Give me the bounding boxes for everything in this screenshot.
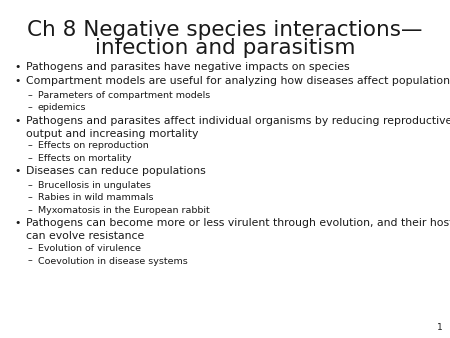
Text: Evolution of virulence: Evolution of virulence xyxy=(38,244,141,253)
Text: •: • xyxy=(15,116,21,126)
Text: –: – xyxy=(27,244,32,253)
Text: Compartment models are useful for analyzing how diseases affect populations: Compartment models are useful for analyz… xyxy=(26,76,450,87)
Text: 1: 1 xyxy=(437,323,443,332)
Text: Myxomatosis in the European rabbit: Myxomatosis in the European rabbit xyxy=(38,206,210,215)
Text: –: – xyxy=(27,257,32,266)
Text: •: • xyxy=(15,218,21,228)
Text: Parameters of compartment models: Parameters of compartment models xyxy=(38,91,210,100)
Text: –: – xyxy=(27,193,32,202)
Text: Brucellosis in ungulates: Brucellosis in ungulates xyxy=(38,181,151,190)
Text: epidemics: epidemics xyxy=(38,103,86,113)
Text: Effects on mortality: Effects on mortality xyxy=(38,154,131,163)
Text: –: – xyxy=(27,103,32,113)
Text: –: – xyxy=(27,142,32,150)
Text: •: • xyxy=(15,62,21,72)
Text: Pathogens and parasites have negative impacts on species: Pathogens and parasites have negative im… xyxy=(26,62,350,72)
Text: Diseases can reduce populations: Diseases can reduce populations xyxy=(26,167,206,176)
Text: –: – xyxy=(27,206,32,215)
Text: Ch 8 Negative species interactions—: Ch 8 Negative species interactions— xyxy=(27,20,423,40)
Text: Rabies in wild mammals: Rabies in wild mammals xyxy=(38,193,153,202)
Text: infection and parasitism: infection and parasitism xyxy=(95,38,355,58)
Text: Pathogens can become more or less virulent through evolution, and their hosts
ca: Pathogens can become more or less virule… xyxy=(26,218,450,241)
Text: –: – xyxy=(27,154,32,163)
Text: –: – xyxy=(27,91,32,100)
Text: Effects on reproduction: Effects on reproduction xyxy=(38,142,149,150)
Text: •: • xyxy=(15,76,21,87)
Text: Coevolution in disease systems: Coevolution in disease systems xyxy=(38,257,188,266)
Text: –: – xyxy=(27,181,32,190)
Text: •: • xyxy=(15,167,21,176)
Text: Pathogens and parasites affect individual organisms by reducing reproductive
out: Pathogens and parasites affect individua… xyxy=(26,116,450,139)
